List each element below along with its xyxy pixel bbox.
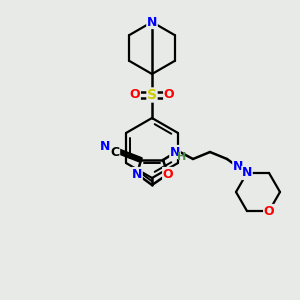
Text: N: N xyxy=(147,16,157,28)
Text: N: N xyxy=(170,146,180,158)
Text: O: O xyxy=(130,88,140,101)
Text: N: N xyxy=(100,140,110,152)
Text: N: N xyxy=(132,167,142,181)
Text: O: O xyxy=(264,205,274,218)
Text: C: C xyxy=(110,146,120,158)
Text: H: H xyxy=(177,152,187,162)
Text: O: O xyxy=(164,88,174,101)
Text: N: N xyxy=(242,167,252,179)
Text: N: N xyxy=(233,160,243,173)
Text: O: O xyxy=(163,167,173,181)
Text: S: S xyxy=(147,88,157,102)
